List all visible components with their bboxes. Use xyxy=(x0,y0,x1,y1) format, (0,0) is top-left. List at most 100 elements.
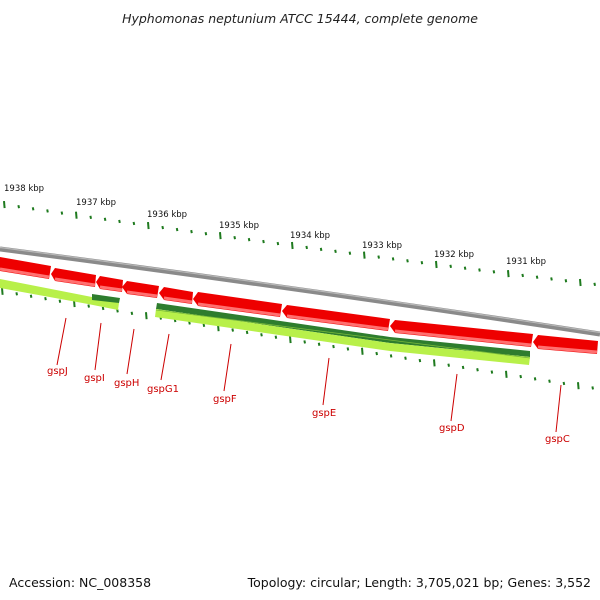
scale-label-1937: 1937 kbp xyxy=(76,198,116,208)
scale-major-tick xyxy=(507,270,510,278)
gene-arrow-gspE xyxy=(193,292,282,317)
scale-minor-tick xyxy=(262,239,265,244)
scale-minor-tick xyxy=(46,209,49,213)
leader-gspJ xyxy=(56,317,67,366)
scale-minor-tick xyxy=(60,211,64,215)
scale-minor-tick xyxy=(492,270,496,274)
scale-major-tick xyxy=(505,370,508,378)
leader-gspI xyxy=(94,322,102,371)
gene-label-gspI: gspI xyxy=(84,373,105,384)
scale-minor-tick xyxy=(548,379,551,383)
scale-minor-tick xyxy=(233,235,236,240)
coverage-bands xyxy=(0,279,531,365)
scale-major-tick xyxy=(289,335,292,344)
leader-gspG1 xyxy=(160,333,170,381)
scale-major-tick xyxy=(145,312,148,320)
scale-labels: 1938 kbp 1937 kbp 1936 kbp 1935 kbp 1934… xyxy=(4,184,546,267)
scale-minor-tick xyxy=(334,249,337,254)
scale-label-1938: 1938 kbp xyxy=(4,184,44,194)
scale-minor-tick xyxy=(562,381,566,386)
scale-minor-tick xyxy=(478,268,481,272)
scale-ticks xyxy=(1,201,596,390)
scale-minor-tick xyxy=(404,356,407,360)
scale-minor-tick xyxy=(375,351,378,356)
scale-label-1935: 1935 kbp xyxy=(219,221,259,231)
scale-minor-tick xyxy=(377,255,380,259)
scale-minor-tick xyxy=(535,275,539,279)
scale-minor-tick xyxy=(118,219,121,224)
scale-minor-tick xyxy=(175,227,179,232)
scale-major-tick xyxy=(577,382,580,390)
scale-label-1932: 1932 kbp xyxy=(434,250,474,260)
gene-arrows xyxy=(0,257,598,354)
scale-minor-tick xyxy=(449,264,452,269)
scale-minor-tick xyxy=(389,354,393,358)
band-divider xyxy=(155,309,531,359)
genome-backbone-highlight xyxy=(0,246,600,334)
scale-minor-tick xyxy=(161,225,164,230)
gene-label-gspG1: gspG1 xyxy=(147,384,179,395)
scale-minor-tick xyxy=(130,311,134,315)
scale-minor-tick xyxy=(319,247,323,252)
scale-minor-tick xyxy=(346,347,350,351)
scale-minor-tick xyxy=(89,215,92,219)
scale-label-1931: 1931 kbp xyxy=(506,257,546,267)
leader-gspE xyxy=(322,357,330,406)
scale-label-1933: 1933 kbp xyxy=(362,241,402,251)
gene-label-gspJ: gspJ xyxy=(47,366,68,377)
scale-major-tick xyxy=(75,211,78,219)
scale-major-tick xyxy=(219,232,222,240)
leader-gspD xyxy=(450,373,458,422)
scale-minor-tick xyxy=(564,279,568,283)
scale-major-tick xyxy=(3,201,6,209)
band-right-dark xyxy=(156,303,530,357)
scale-minor-tick xyxy=(202,323,206,327)
scale-minor-tick xyxy=(550,277,553,281)
scale-major-tick xyxy=(435,260,438,269)
scale-minor-tick xyxy=(132,221,136,226)
scale-minor-tick xyxy=(101,306,105,311)
accession-text: Accession: NC_008358 xyxy=(9,575,151,590)
scale-minor-tick xyxy=(317,342,321,346)
scale-minor-tick xyxy=(406,259,409,263)
band-left-light xyxy=(0,279,119,310)
scale-minor-tick xyxy=(276,241,280,246)
band-right-light xyxy=(155,309,530,365)
scale-minor-tick xyxy=(447,363,450,367)
scale-minor-tick xyxy=(87,304,90,308)
gene-label-gspC: gspC xyxy=(545,434,570,445)
leader-gspC xyxy=(555,384,562,433)
scale-minor-tick xyxy=(305,245,308,250)
scale-minor-tick xyxy=(31,207,35,211)
scale-minor-tick xyxy=(17,205,20,209)
gene-label-gspF: gspF xyxy=(213,394,237,405)
scale-minor-tick xyxy=(247,237,251,242)
scale-minor-tick xyxy=(15,292,18,296)
scale-minor-tick xyxy=(593,282,596,286)
scale-minor-tick xyxy=(204,231,208,236)
scale-minor-tick xyxy=(116,309,119,313)
scale-minor-tick xyxy=(58,299,62,303)
map-title: Hyphomonas neptunium ATCC 15444, complet… xyxy=(122,11,478,26)
leader-gspF xyxy=(223,343,232,392)
scale-label-1936: 1936 kbp xyxy=(147,210,187,220)
scale-minor-tick xyxy=(418,358,422,363)
scale-minor-tick xyxy=(391,257,395,261)
scale-minor-tick xyxy=(461,365,465,370)
gene-label-gspD: gspD xyxy=(439,423,465,434)
scale-minor-tick xyxy=(519,374,522,379)
scale-major-tick xyxy=(1,287,4,295)
scale-minor-tick xyxy=(29,294,33,298)
gene-arrow-gspJ xyxy=(0,257,51,279)
scale-minor-tick xyxy=(332,344,335,349)
scale-minor-tick xyxy=(245,330,249,335)
scale-major-tick xyxy=(147,221,150,230)
scale-minor-tick xyxy=(420,260,424,265)
leader-gspH xyxy=(126,328,135,375)
scale-major-tick xyxy=(579,278,582,287)
scale-minor-tick xyxy=(260,333,263,337)
scale-minor-tick xyxy=(463,266,467,270)
gene-labels: gspJ gspI gspH gspG1 gspF gspE gspD gspC xyxy=(47,317,570,445)
scale-minor-tick xyxy=(303,340,306,344)
